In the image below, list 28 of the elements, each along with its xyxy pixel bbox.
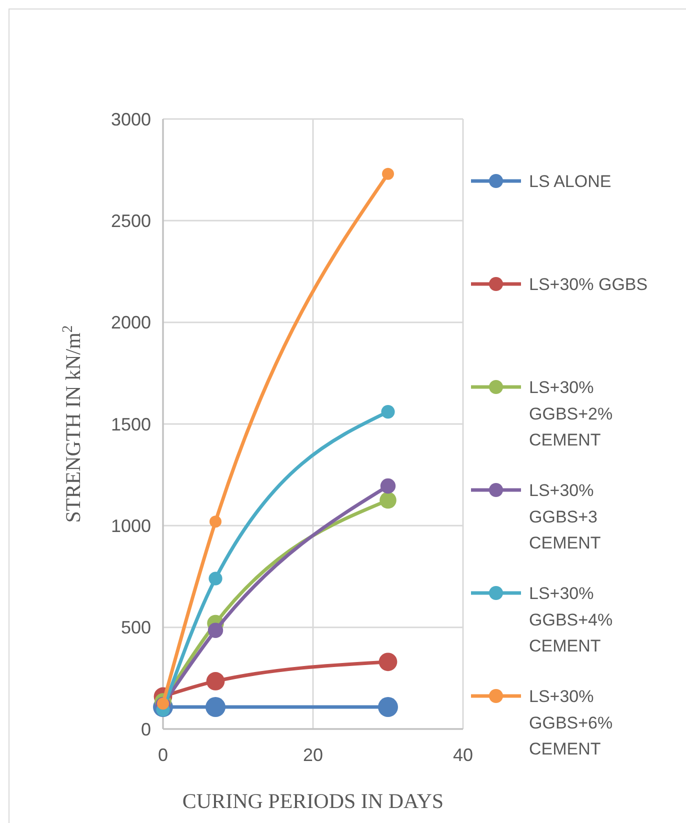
- x-tick-label: 20: [302, 745, 324, 765]
- y-tick-label: 0: [140, 719, 151, 740]
- point: [208, 572, 222, 586]
- y-tick-label: 1500: [110, 414, 151, 434]
- legend-label: LS+30% GGBS+3 CEMENT: [529, 480, 601, 553]
- point: [208, 622, 224, 638]
- point: [380, 492, 396, 509]
- y-tick-label: 1000: [110, 516, 151, 536]
- x-axis-title: CURING PERIODS IN DAYS: [182, 789, 444, 813]
- point: [206, 672, 225, 690]
- legend-label: LS+30% GGBS+4% CEMENT: [529, 584, 613, 656]
- point: [210, 516, 222, 528]
- point: [382, 168, 394, 180]
- y-tick-label: 3000: [110, 109, 151, 130]
- point: [378, 652, 398, 672]
- y-tick-label: 500: [120, 618, 151, 638]
- y-tick-label: 2500: [110, 210, 151, 231]
- point: [378, 697, 398, 718]
- x-tick-label: 40: [452, 745, 474, 765]
- point: [381, 405, 395, 419]
- legend-label: LS+30% GGBS+6% CEMENT: [529, 686, 613, 759]
- legend-label: LS+30% GGBS+2% CEMENT: [529, 378, 613, 450]
- point: [206, 697, 226, 718]
- point: [380, 478, 396, 494]
- y-tick-label: 2000: [110, 312, 151, 333]
- legend-label: LS ALONE: [529, 172, 612, 191]
- x-tick-label: 0: [158, 745, 168, 765]
- legend-label: LS+30% GGBS: [529, 274, 648, 294]
